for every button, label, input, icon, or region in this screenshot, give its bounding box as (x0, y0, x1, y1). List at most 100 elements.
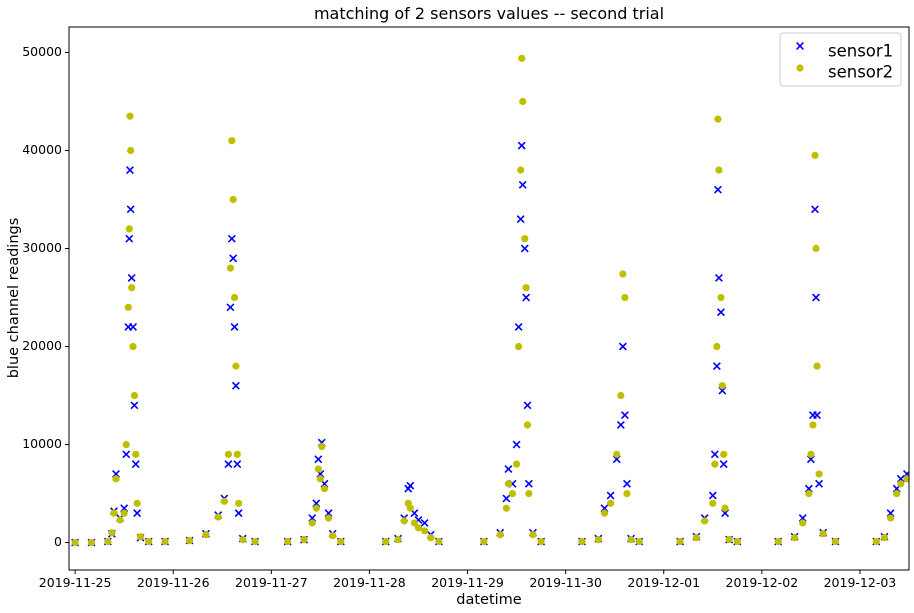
sensor2-point (893, 489, 901, 498)
sensor2-point (228, 137, 236, 145)
sensor2-point (125, 225, 133, 233)
sensor2-point (480, 537, 488, 546)
sensor1-point (616, 420, 625, 429)
sensor1-point (126, 166, 134, 175)
sensor1-point (622, 479, 631, 488)
sensor1-point (618, 342, 627, 351)
sensor2-point (318, 442, 326, 451)
sensor2-point (224, 450, 233, 458)
y-tick-label: 40000 (22, 142, 62, 157)
sensor1-point (227, 234, 236, 243)
x-tick-label: 2019-11-25 (39, 575, 112, 590)
sensor1-point (512, 440, 521, 449)
y-axis: 0 10000 20000 30000 40000 50000 (22, 44, 69, 549)
sensor2-point (502, 504, 510, 512)
x-tick-label: 2019-12-02 (726, 575, 799, 590)
sensor2-point (733, 537, 741, 546)
sensor2-point (132, 450, 140, 458)
legend-label-sensor1: sensor1 (828, 42, 893, 61)
legend-marker-sensor1-glyph (796, 42, 804, 50)
sensor1-point (133, 509, 142, 518)
sensor2-point (124, 303, 132, 311)
sensor2-point (314, 465, 322, 473)
sensor1-point (516, 215, 525, 224)
x-tick-label: 2019-11-30 (529, 575, 602, 590)
sensor2-point (594, 536, 602, 544)
x-tick-label: 2019-11-28 (333, 575, 406, 590)
sensor2-point (813, 362, 821, 370)
sensor2-point (496, 531, 504, 539)
sensor2-point (230, 293, 239, 302)
sensor2-point (518, 54, 526, 62)
sensor1-point (230, 322, 239, 331)
sensor2-point (394, 536, 402, 544)
sensor1-point (406, 481, 415, 490)
sensor2-point (382, 537, 390, 546)
sensor2-point (400, 517, 408, 525)
sensor2-point (161, 537, 169, 546)
sensor1-point (517, 141, 526, 150)
sensor1-point (714, 273, 723, 282)
sensor1-point (234, 509, 243, 518)
sensor2-point (523, 421, 532, 429)
legend-marker-sensor2 (796, 64, 804, 72)
sensor2-point (880, 534, 889, 542)
sensor2-point (692, 534, 701, 542)
sensor2-point (508, 489, 517, 498)
sensor2-point (312, 504, 320, 512)
sensor2-point (130, 391, 139, 400)
sensor2-point (799, 519, 807, 527)
sensor2-point (619, 270, 627, 278)
sensor2-point (537, 537, 545, 546)
sensor2-point (512, 460, 521, 468)
sensor2-point (718, 382, 726, 390)
sensor1-point (524, 479, 533, 488)
sensor1-point (233, 460, 242, 469)
sensor2-point (406, 504, 414, 512)
sensor2-point (701, 517, 709, 525)
x-axis: 2019-11-25 2019-11-26 2019-11-27 2019-11-28… (39, 570, 896, 590)
sensor2-point (713, 342, 721, 351)
sensor2-point (414, 524, 423, 532)
x-tick-label: 2019-12-03 (824, 575, 897, 590)
sensor2-point (709, 499, 717, 507)
sensor2-point (714, 115, 722, 123)
sensor1-point (129, 322, 138, 331)
sensor1-point (127, 273, 136, 282)
sensor2-point (410, 519, 419, 527)
sensor2-point (504, 480, 513, 488)
sensor2-point (600, 509, 609, 517)
sensor2-point (129, 342, 137, 351)
sensor1-point (811, 205, 819, 214)
sensor1-point (502, 494, 511, 503)
sensor2-point (421, 527, 429, 535)
sensor1-point (713, 185, 722, 194)
sensor2-point (220, 497, 228, 505)
sensor2-point (525, 489, 533, 498)
sensor2-point (613, 450, 621, 458)
sensor2-point (116, 516, 124, 524)
data-points (71, 54, 909, 547)
x-tick-label: 2019-11-26 (137, 575, 210, 590)
sensor2-point (819, 530, 827, 538)
sensor1-point (314, 455, 323, 464)
sensor2-point (515, 342, 523, 351)
sensor2-point (774, 537, 782, 546)
sensor2-point (715, 166, 723, 174)
sensor2-point (809, 421, 817, 429)
sensor1-point (229, 254, 238, 263)
sensor2-point (607, 499, 615, 507)
sensor2-point (517, 166, 525, 174)
sensor1-point (712, 362, 721, 371)
sensor2-point (226, 264, 235, 272)
y-tick-label: 0 (54, 534, 62, 549)
sensor2-point (435, 537, 443, 546)
sensor2-point (136, 533, 145, 541)
sensor1-point (717, 308, 725, 317)
sensor1-point (130, 401, 139, 410)
sensor2-point (145, 537, 153, 546)
sensor2-point (308, 519, 316, 527)
sensor1-point (620, 411, 629, 420)
sensor2-point (812, 244, 820, 253)
sensor1-point (812, 293, 820, 302)
